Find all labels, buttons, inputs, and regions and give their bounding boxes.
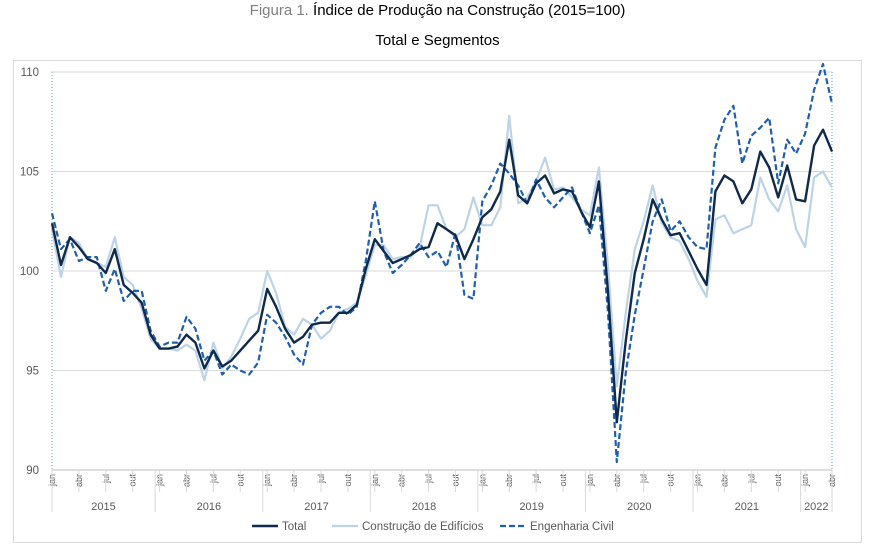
year-label: 2015 xyxy=(91,501,115,513)
legend-label: Construção de Edifícios xyxy=(362,521,484,533)
y-tick-label: 90 xyxy=(26,465,39,477)
year-label: 2018 xyxy=(412,501,436,513)
series-line-construcao-edificios xyxy=(50,114,833,388)
series-line-engenharia-civil xyxy=(50,62,834,464)
year-label: 2019 xyxy=(519,501,543,513)
legend-label: Engenharia Civil xyxy=(530,521,614,533)
y-tick-label: 105 xyxy=(20,167,39,179)
chart-frame xyxy=(13,60,862,543)
y-tick-label: 110 xyxy=(21,67,39,79)
year-label: 2021 xyxy=(735,501,759,513)
figure-title-main: Índice de Produção na Construção (2015=1… xyxy=(313,2,626,19)
figure-title: Figura 1. Índice de Produção na Construç… xyxy=(0,2,875,19)
figure-title-lead: Figura 1. xyxy=(249,2,309,19)
year-label: 2022 xyxy=(804,501,828,513)
year-label: 2020 xyxy=(627,501,651,513)
y-tick-label: 100 xyxy=(20,266,39,278)
series-lines xyxy=(50,62,834,464)
y-tick-label: 95 xyxy=(26,366,39,378)
figure-subtitle: Total e Segmentos xyxy=(375,32,500,49)
legend: Total Construção de Edifícios Engenharia C… xyxy=(252,521,614,533)
gridlines xyxy=(51,71,833,471)
series-line-total xyxy=(50,128,834,424)
legend-label: Total xyxy=(282,521,306,533)
year-label: 2016 xyxy=(197,501,221,513)
year-label: 2017 xyxy=(304,501,328,513)
